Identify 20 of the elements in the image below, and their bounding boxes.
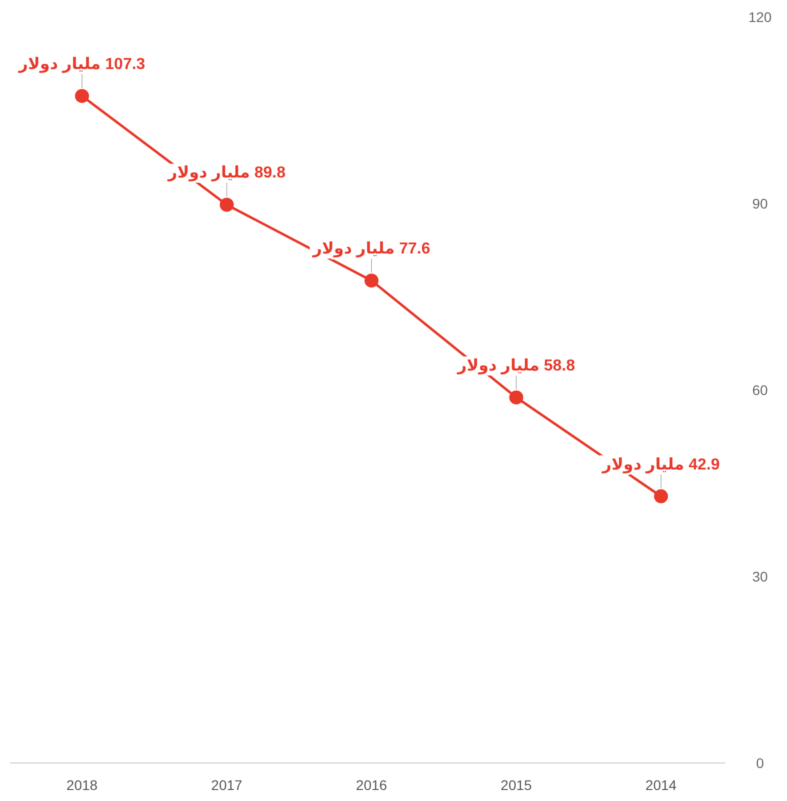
- data-label: 89.8 مليار دولار: [167, 164, 286, 182]
- x-tick-label: 2017: [211, 777, 243, 793]
- y-tick-label: 30: [752, 568, 768, 584]
- data-label: 42.9 مليار دولار: [601, 456, 720, 474]
- point: [509, 390, 524, 404]
- point: [654, 489, 668, 504]
- x-tick-label: 2018: [66, 777, 98, 793]
- y-tick-label: 120: [748, 9, 772, 25]
- x-tick-label: 2016: [356, 777, 388, 793]
- data-label: 77.6 مليار دولار: [312, 240, 430, 258]
- point: [364, 274, 378, 288]
- data-label: 58.8 مليار دولار: [456, 357, 576, 374]
- point: [75, 88, 89, 103]
- x-tick-label: 2014: [645, 777, 677, 793]
- point: [220, 198, 234, 212]
- y-tick-label: 90: [752, 196, 768, 212]
- y-tick-label: 60: [752, 382, 768, 398]
- y-tick-label: 0: [756, 755, 764, 771]
- data-label: 107.3 مليار دولار: [18, 56, 146, 73]
- x-tick-label: 2015: [500, 777, 532, 793]
